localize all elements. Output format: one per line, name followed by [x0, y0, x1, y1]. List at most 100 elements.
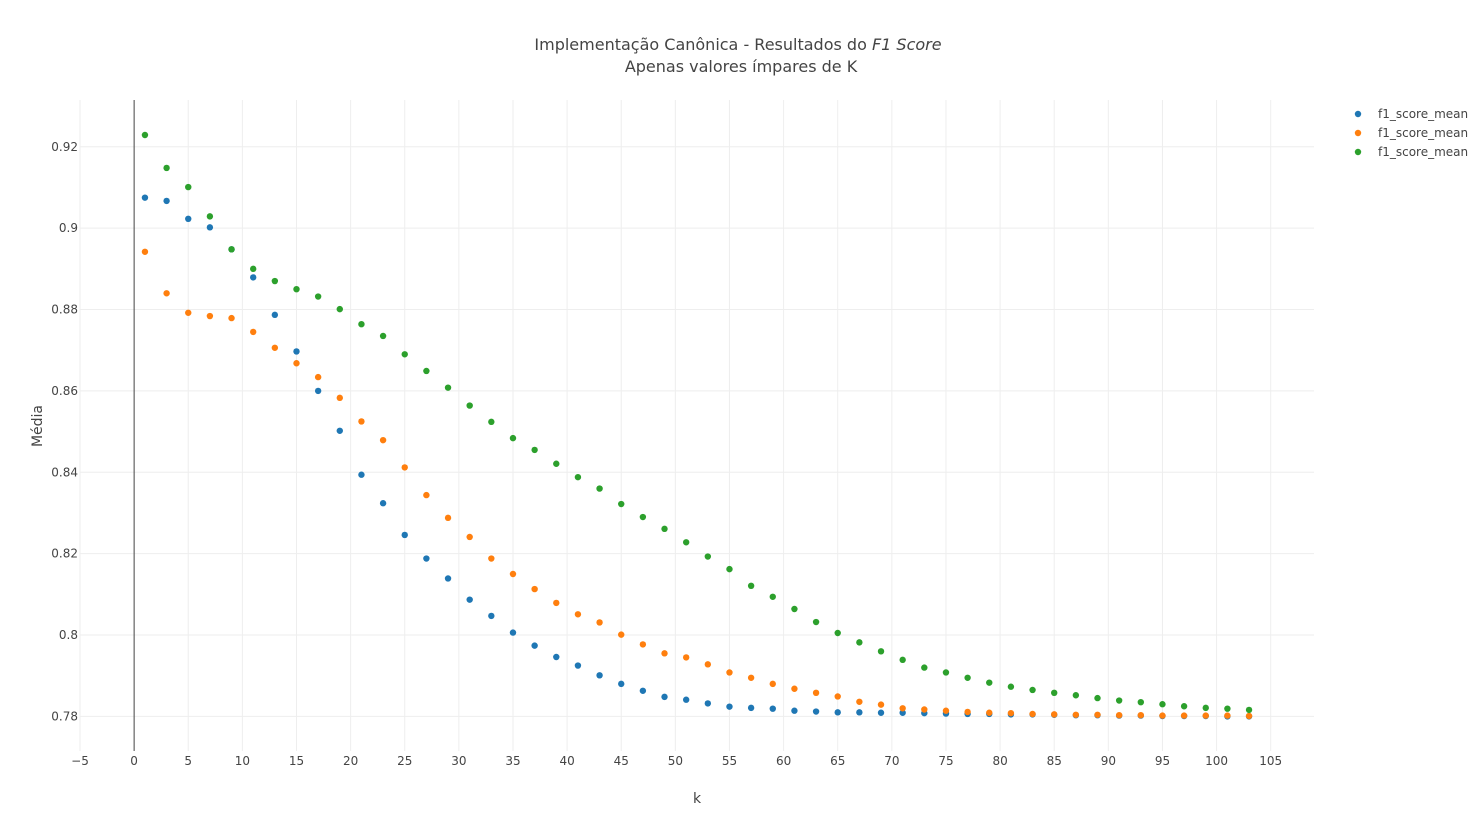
data-point[interactable] — [726, 703, 733, 710]
data-point[interactable] — [423, 491, 430, 499]
data-point[interactable] — [163, 197, 170, 205]
legend-item-1[interactable]: f1_score_mean — [1354, 126, 1468, 140]
data-point[interactable] — [336, 427, 343, 434]
data-point[interactable] — [1007, 709, 1015, 717]
data-point[interactable] — [791, 685, 798, 692]
data-point[interactable] — [293, 348, 300, 355]
data-point[interactable] — [466, 402, 473, 409]
data-point[interactable] — [682, 654, 690, 661]
data-point[interactable] — [899, 709, 906, 716]
data-point[interactable] — [596, 485, 603, 492]
data-point[interactable] — [791, 605, 798, 613]
data-point[interactable] — [1245, 712, 1253, 720]
data-point[interactable] — [812, 708, 820, 715]
data-point[interactable] — [899, 656, 906, 664]
data-point[interactable] — [509, 570, 517, 578]
data-point[interactable] — [1159, 712, 1166, 719]
data-point[interactable] — [639, 641, 647, 648]
data-point[interactable] — [466, 533, 473, 541]
data-point[interactable] — [336, 394, 343, 402]
data-point[interactable] — [1224, 712, 1231, 719]
data-point[interactable] — [986, 709, 993, 716]
data-point[interactable] — [444, 575, 452, 582]
data-point[interactable] — [1029, 710, 1036, 718]
data-point[interactable] — [812, 618, 820, 626]
data-point[interactable] — [618, 680, 625, 688]
data-point[interactable] — [661, 650, 668, 657]
data-point[interactable] — [726, 565, 733, 573]
data-point[interactable] — [379, 436, 387, 444]
data-point[interactable] — [834, 709, 841, 716]
data-point[interactable] — [488, 555, 495, 562]
data-point[interactable] — [1137, 698, 1145, 706]
data-point[interactable] — [834, 693, 841, 700]
data-point[interactable] — [314, 373, 322, 381]
data-point[interactable] — [747, 704, 755, 712]
data-point[interactable] — [228, 246, 235, 253]
data-point[interactable] — [747, 674, 755, 681]
data-point[interactable] — [141, 248, 149, 255]
data-point[interactable] — [791, 707, 798, 714]
data-point[interactable] — [228, 314, 235, 322]
data-point[interactable] — [942, 707, 950, 714]
data-point[interactable] — [747, 582, 755, 590]
data-point[interactable] — [401, 531, 408, 539]
data-point[interactable] — [444, 514, 452, 522]
data-point[interactable] — [1159, 701, 1166, 708]
data-point[interactable] — [921, 706, 928, 713]
data-point[interactable] — [986, 679, 993, 686]
data-point[interactable] — [444, 384, 452, 391]
data-point[interactable] — [834, 629, 841, 637]
data-point[interactable] — [314, 387, 322, 395]
data-point[interactable] — [1051, 711, 1058, 718]
data-point[interactable] — [423, 555, 430, 562]
legend[interactable]: f1_score_mean f1_score_mean f1_score_mea… — [1354, 107, 1468, 159]
data-point[interactable] — [249, 274, 257, 281]
data-point[interactable] — [1051, 689, 1058, 697]
data-point[interactable] — [618, 631, 625, 638]
data-point[interactable] — [358, 320, 365, 328]
data-point[interactable] — [379, 332, 387, 340]
data-point[interactable] — [1180, 703, 1188, 710]
data-point[interactable] — [531, 642, 538, 649]
data-point[interactable] — [661, 693, 668, 701]
series-0[interactable] — [141, 194, 1253, 720]
data-point[interactable] — [574, 662, 582, 669]
data-point[interactable] — [249, 328, 257, 336]
data-point[interactable] — [899, 705, 906, 712]
data-point[interactable] — [1224, 705, 1231, 712]
data-point[interactable] — [163, 164, 170, 172]
data-point[interactable] — [271, 277, 279, 285]
data-point[interactable] — [877, 709, 885, 716]
data-point[interactable] — [1245, 706, 1253, 714]
data-point[interactable] — [1115, 711, 1123, 719]
data-point[interactable] — [1202, 712, 1209, 719]
data-point[interactable] — [704, 553, 712, 560]
data-point[interactable] — [488, 612, 495, 620]
data-point[interactable] — [769, 680, 776, 688]
data-point[interactable] — [553, 460, 560, 467]
data-point[interactable] — [488, 418, 495, 426]
data-point[interactable] — [423, 367, 430, 375]
data-point[interactable] — [141, 194, 149, 201]
data-point[interactable] — [877, 648, 885, 655]
data-point[interactable] — [618, 500, 625, 508]
data-point[interactable] — [163, 290, 170, 297]
data-point[interactable] — [1094, 711, 1101, 718]
data-point[interactable] — [1137, 711, 1145, 719]
data-point[interactable] — [856, 639, 863, 646]
data-point[interactable] — [682, 539, 690, 546]
data-point[interactable] — [769, 593, 776, 600]
data-point[interactable] — [401, 464, 408, 471]
data-point[interactable] — [379, 500, 387, 507]
data-point[interactable] — [639, 513, 647, 521]
data-point[interactable] — [531, 585, 538, 593]
data-point[interactable] — [509, 629, 517, 636]
series-1[interactable] — [141, 248, 1253, 720]
data-point[interactable] — [336, 305, 343, 313]
data-point[interactable] — [1115, 697, 1123, 704]
data-point[interactable] — [1072, 692, 1080, 699]
data-point[interactable] — [574, 611, 582, 618]
data-point[interactable] — [293, 360, 300, 367]
data-point[interactable] — [574, 473, 582, 481]
